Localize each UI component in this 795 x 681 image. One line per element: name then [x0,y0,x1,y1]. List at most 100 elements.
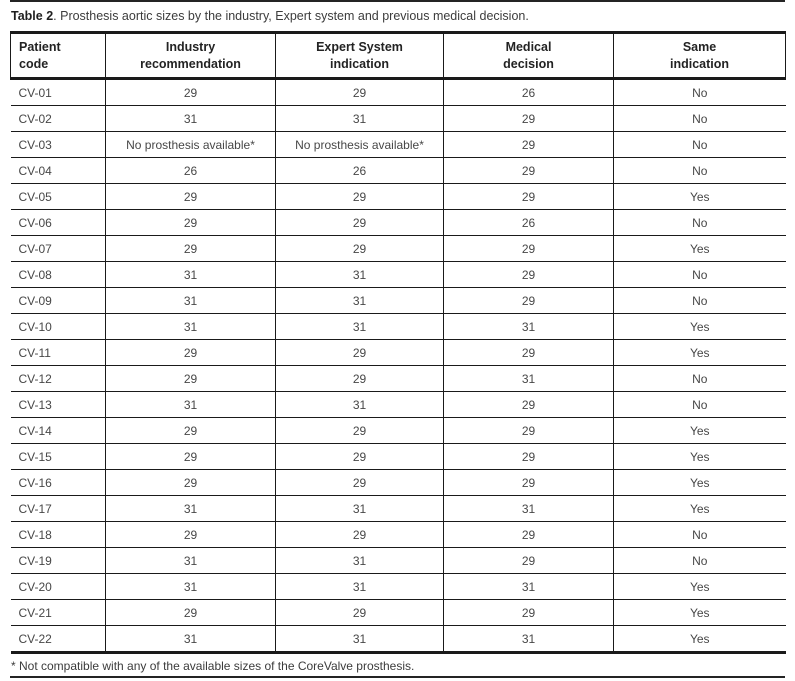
cell-industry: 31 [105,105,276,132]
cell-expert: 31 [275,105,444,132]
cell-expert: 29 [275,417,444,444]
cell-code: CV-15 [10,443,106,470]
table-row: CV-02 31 31 29 No [10,105,786,132]
cell-industry: 29 [105,339,276,366]
cell-medical: 29 [443,157,614,184]
cell-medical: 31 [443,573,614,600]
cell-industry: 29 [105,183,276,210]
cell-industry: 29 [105,365,276,392]
cell-same: Yes [613,495,786,522]
cell-industry: 31 [105,495,276,522]
cell-industry: 31 [105,261,276,288]
table-caption-text: . Prosthesis aortic sizes by the industr… [53,9,529,23]
cell-medical: 29 [443,469,614,496]
cell-code: CV-20 [10,573,106,600]
cell-same: Yes [613,235,786,262]
cell-code: CV-13 [10,391,106,418]
cell-expert: No prosthesis available* [275,131,444,158]
table-row: CV-20 31 31 31 Yes [10,573,786,600]
cell-medical: 29 [443,131,614,158]
cell-medical: 31 [443,313,614,340]
table-row: CV-06 29 29 26 No [10,209,786,236]
table-row: CV-13 31 31 29 No [10,391,786,418]
cell-same: No [613,365,786,392]
cell-expert: 31 [275,625,444,653]
cell-expert: 29 [275,78,444,106]
table-row: CV-01 29 29 26 No [10,78,786,106]
cell-same: No [613,157,786,184]
cell-code: CV-11 [10,339,106,366]
cell-medical: 29 [443,287,614,314]
header-medical-decision: Medical decision [443,31,614,80]
cell-medical: 29 [443,261,614,288]
cell-industry: 29 [105,443,276,470]
cell-medical: 29 [443,391,614,418]
cell-industry: 31 [105,547,276,574]
header-row: Patient code Industry recommendation Exp… [10,31,786,80]
table-row: CV-17 31 31 31 Yes [10,495,786,522]
cell-medical: 29 [443,521,614,548]
bottom-rule [10,676,785,678]
cell-industry: 29 [105,599,276,626]
cell-expert: 29 [275,209,444,236]
cell-medical: 31 [443,365,614,392]
cell-expert: 31 [275,391,444,418]
cell-same: No [613,131,786,158]
cell-expert: 31 [275,313,444,340]
cell-expert: 29 [275,599,444,626]
cell-medical: 29 [443,443,614,470]
cell-code: CV-10 [10,313,106,340]
cell-same: No [613,287,786,314]
header-industry-recommendation: Industry recommendation [105,31,276,80]
cell-industry: No prosthesis available* [105,131,276,158]
table-row: CV-22 31 31 31 Yes [10,625,786,653]
cell-medical: 29 [443,235,614,262]
cell-medical: 31 [443,625,614,653]
cell-same: No [613,78,786,106]
cell-expert: 29 [275,183,444,210]
cell-code: CV-22 [10,625,106,653]
cell-expert: 31 [275,287,444,314]
cell-same: No [613,209,786,236]
cell-expert: 29 [275,443,444,470]
cell-code: CV-21 [10,599,106,626]
cell-medical: 29 [443,547,614,574]
cell-expert: 31 [275,547,444,574]
table-row: CV-21 29 29 29 Yes [10,599,786,626]
table-row: CV-16 29 29 29 Yes [10,469,786,496]
cell-same: Yes [613,625,786,653]
table-row: CV-07 29 29 29 Yes [10,235,786,262]
cell-same: Yes [613,443,786,470]
table-row: CV-14 29 29 29 Yes [10,417,786,444]
cell-expert: 29 [275,365,444,392]
cell-code: CV-05 [10,183,106,210]
cell-same: No [613,261,786,288]
top-rule [10,0,785,2]
cell-medical: 29 [443,417,614,444]
cell-industry: 26 [105,157,276,184]
cell-code: CV-02 [10,105,106,132]
cell-expert: 31 [275,261,444,288]
cell-same: Yes [613,599,786,626]
table-row: CV-05 29 29 29 Yes [10,183,786,210]
cell-code: CV-16 [10,469,106,496]
cell-same: No [613,521,786,548]
cell-expert: 31 [275,495,444,522]
cell-code: CV-18 [10,521,106,548]
cell-medical: 29 [443,105,614,132]
cell-expert: 29 [275,339,444,366]
header-same-indication: Same indication [613,31,786,80]
cell-same: Yes [613,573,786,600]
cell-expert: 26 [275,157,444,184]
cell-expert: 29 [275,235,444,262]
cell-medical: 29 [443,339,614,366]
cell-same: Yes [613,417,786,444]
cell-industry: 31 [105,625,276,653]
table-body: CV-01 29 29 26 No CV-02 31 31 29 No CV-03 No prosth… [10,78,786,653]
cell-expert: 29 [275,521,444,548]
cell-industry: 29 [105,417,276,444]
table-row: CV-12 29 29 31 No [10,365,786,392]
cell-code: CV-07 [10,235,106,262]
cell-same: Yes [613,469,786,496]
table-header: Patient code Industry recommendation Exp… [10,31,786,80]
